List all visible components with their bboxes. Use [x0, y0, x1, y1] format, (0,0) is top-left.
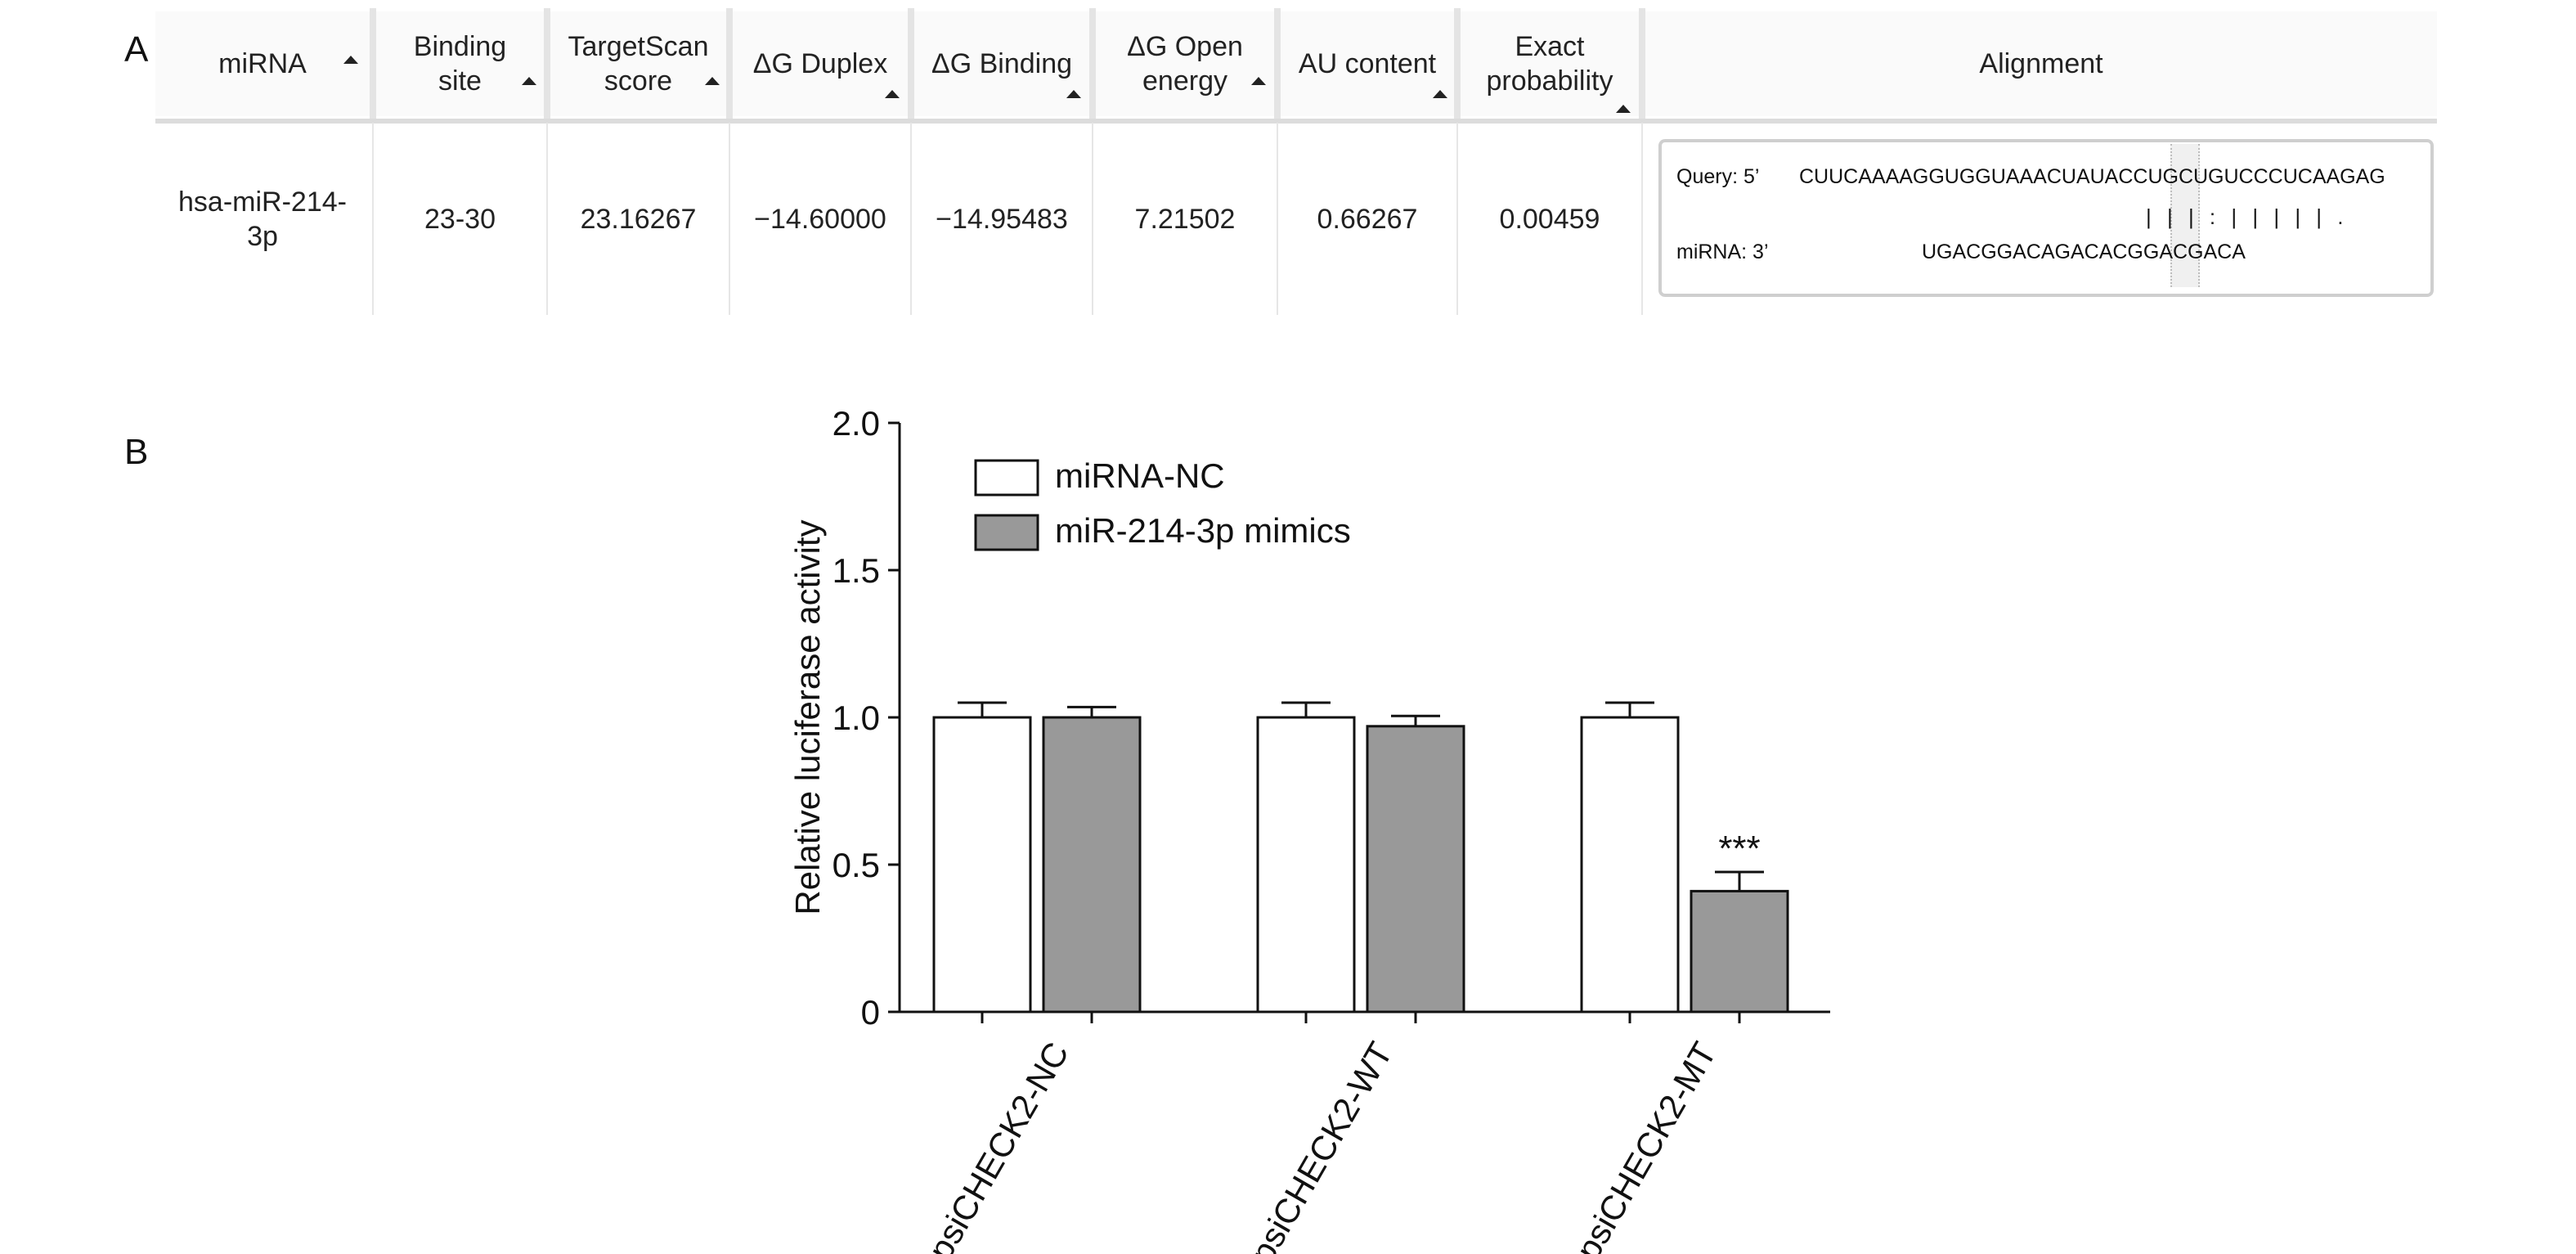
- column-header-label: AU content: [1298, 47, 1437, 79]
- column-divider[interactable]: [544, 8, 550, 119]
- column-header-label: miRNA: [218, 47, 307, 79]
- cell-binding-site: 23-30: [376, 129, 544, 309]
- column-header-binding-site[interactable]: Binding site: [376, 11, 544, 116]
- column-header-dg-duplex[interactable]: ΔG Duplex: [733, 11, 908, 116]
- legend-swatch: [974, 514, 1039, 551]
- column-header-au-content[interactable]: AU content: [1281, 11, 1454, 116]
- alignment-box: Query: 5’ CUUCAAAAGGUGGUAAACUAUACCUGCUGU…: [1658, 139, 2434, 297]
- bar: [1366, 725, 1465, 1014]
- cell-dg-open-energy: 7.21502: [1096, 129, 1274, 309]
- y-tick-label: 1.0: [832, 699, 880, 737]
- column-header-label: ΔG Duplex: [752, 47, 888, 79]
- y-tick-label: 0.5: [832, 846, 880, 884]
- dg-duplex-value: −14.60000: [754, 203, 886, 235]
- sort-arrow-icon[interactable]: [885, 90, 900, 98]
- chart-bars: ***: [932, 701, 1789, 1014]
- match-bars: | | | : | | | | | .: [2146, 205, 2349, 229]
- query-label: Query: 5’: [1676, 165, 1760, 188]
- cell-dg-duplex: −14.60000: [733, 129, 908, 309]
- dg-binding-value: −14.95483: [936, 203, 1068, 235]
- column-header-alignment: Alignment: [1645, 11, 2437, 116]
- column-divider[interactable]: [908, 8, 914, 119]
- sort-arrow-icon[interactable]: [1251, 77, 1266, 85]
- column-header-label: TargetScan score: [568, 30, 709, 97]
- x-tick-label: psiCHECK2-MT: [1568, 1036, 1724, 1254]
- query-sequence: CUUCAAAAGGUGGUAAACUAUACCUGCUGUCCCUCAAGAG: [1799, 165, 2385, 188]
- y-tick-label: 0: [861, 993, 880, 1032]
- bar: [932, 716, 1032, 1014]
- legend-swatch: [974, 459, 1039, 497]
- bar: [1042, 716, 1142, 1014]
- column-header-label: Exact probability: [1486, 30, 1613, 97]
- y-tick-label: 2.0: [832, 404, 880, 443]
- cell-exact-probability: 0.00459: [1461, 129, 1639, 309]
- mirna-prediction-table: miRNA Binding site TargetScan score ΔG D…: [155, 0, 2437, 315]
- column-header-label: ΔG Open energy: [1127, 30, 1243, 97]
- sort-arrow-icon[interactable]: [343, 56, 358, 64]
- au-content-value: 0.66267: [1317, 203, 1418, 235]
- legend-label: miRNA-NC: [1055, 456, 1225, 495]
- bar: [1690, 889, 1789, 1014]
- column-divider[interactable]: [1639, 8, 1645, 119]
- exact-probability-value: 0.00459: [1499, 203, 1600, 235]
- y-axis-title: Relative luciferase activity: [788, 519, 827, 915]
- bar: [1256, 716, 1356, 1014]
- column-header-targetscan-score[interactable]: TargetScan score: [550, 11, 726, 116]
- sort-arrow-icon[interactable]: [1433, 90, 1447, 98]
- y-tick-label: 1.5: [832, 551, 880, 590]
- column-header-dg-open-energy[interactable]: ΔG Open energy: [1096, 11, 1274, 116]
- cell-mirna: hsa-miR-214-3p: [155, 129, 370, 309]
- row-divider: [729, 123, 730, 315]
- column-header-exact-probability[interactable]: Exact probability: [1461, 11, 1639, 116]
- chart-legend: miRNA-NC miR-214-3p mimics: [974, 456, 1351, 551]
- targetscan-score-value: 23.16267: [580, 203, 697, 235]
- cell-targetscan-score: 23.16267: [550, 129, 726, 309]
- column-divider[interactable]: [1274, 8, 1281, 119]
- bar: [1580, 716, 1680, 1014]
- cell-dg-binding: −14.95483: [914, 129, 1089, 309]
- column-header-mirna[interactable]: miRNA: [155, 11, 370, 116]
- sort-arrow-icon[interactable]: [705, 77, 720, 85]
- row-divider: [1641, 123, 1643, 315]
- x-tick-label: psiCHECK2-NC: [921, 1036, 1076, 1254]
- sort-arrow-icon[interactable]: [1616, 105, 1631, 113]
- row-divider: [1277, 123, 1278, 315]
- panel-a-label: A: [124, 29, 149, 70]
- column-header-dg-binding[interactable]: ΔG Binding: [914, 11, 1089, 116]
- row-divider: [1456, 123, 1458, 315]
- x-tick-label: psiCHECK2-WT: [1242, 1036, 1399, 1254]
- header-separator: [155, 119, 2437, 124]
- row-divider: [546, 123, 548, 315]
- sort-arrow-icon[interactable]: [1066, 90, 1081, 98]
- sort-arrow-icon[interactable]: [522, 77, 536, 85]
- column-divider[interactable]: [1089, 8, 1096, 119]
- column-divider[interactable]: [370, 8, 376, 119]
- cell-au-content: 0.66267: [1281, 129, 1454, 309]
- row-divider: [1092, 123, 1093, 315]
- row-divider: [910, 123, 912, 315]
- column-header-label: Binding site: [413, 30, 507, 97]
- column-divider[interactable]: [726, 8, 733, 119]
- legend-label: miR-214-3p mimics: [1055, 511, 1351, 550]
- mirna-value: hsa-miR-214-3p: [178, 186, 347, 253]
- column-header-label: ΔG Binding: [931, 47, 1073, 79]
- significance-label: ***: [1718, 829, 1760, 869]
- dg-open-energy-value: 7.21502: [1134, 203, 1236, 235]
- mirna-sequence: UGACGGACAGACACGGACGACA: [1922, 240, 2246, 263]
- panel-b-label: B: [124, 432, 149, 472]
- column-header-label: Alignment: [1979, 47, 2103, 79]
- alignment-highlight: [2170, 144, 2200, 287]
- binding-site-value: 23-30: [424, 203, 496, 235]
- row-divider: [372, 123, 374, 315]
- column-divider[interactable]: [1454, 8, 1461, 119]
- mirna-label: miRNA: 3’: [1676, 240, 1769, 263]
